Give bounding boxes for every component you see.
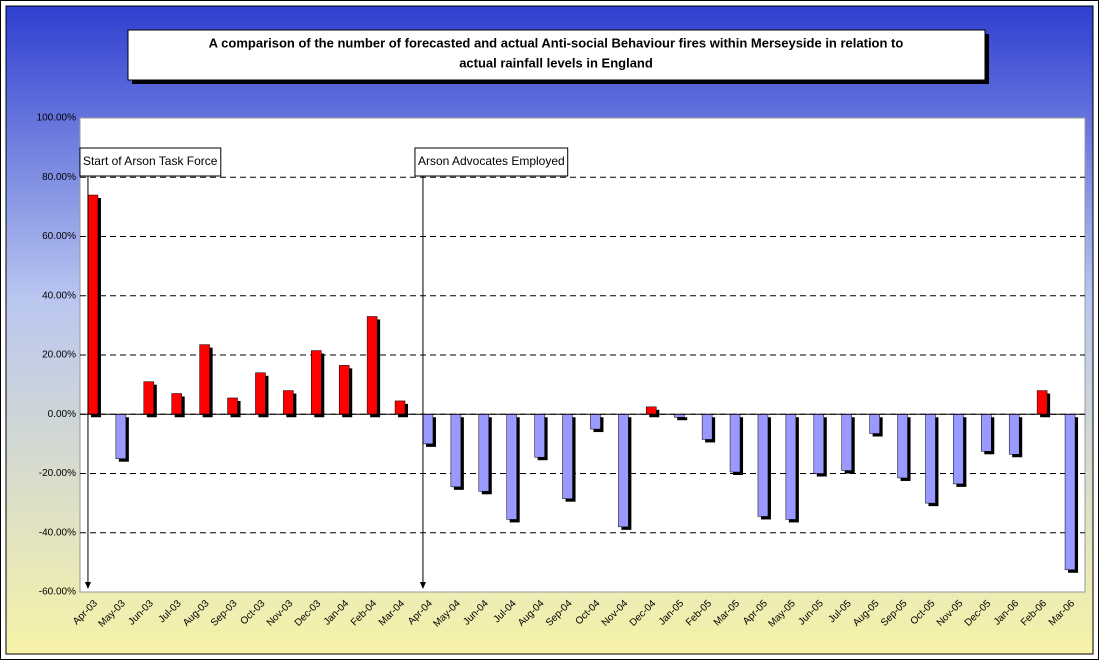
bar	[1036, 390, 1048, 415]
y-tick-label: 40.00%	[42, 290, 76, 301]
y-tick-label: -40.00%	[39, 527, 76, 538]
bar	[366, 316, 378, 415]
bar	[897, 414, 908, 479]
bar	[981, 414, 992, 452]
bar	[227, 397, 238, 415]
annotation-box	[414, 147, 569, 177]
title-box	[127, 29, 986, 81]
y-tick-label: 100.00%	[37, 113, 77, 124]
bar	[701, 414, 713, 440]
y-tick-label: 60.00%	[42, 231, 76, 242]
bar	[646, 406, 657, 415]
y-tick-label: -60.00%	[39, 587, 76, 598]
y-tick-label: 20.00%	[42, 350, 76, 361]
bar	[87, 194, 99, 415]
bar	[1008, 414, 1020, 455]
annotation: Arson Advocates Employed	[418, 154, 565, 168]
bar	[115, 414, 127, 459]
bar	[311, 350, 322, 415]
bar	[143, 381, 155, 415]
bar	[422, 414, 434, 445]
annotation: Start of Arson Task Force	[83, 154, 218, 168]
annotation-box	[79, 147, 222, 177]
bar	[199, 344, 210, 415]
bar	[283, 390, 294, 415]
bar-shadow	[677, 417, 688, 421]
bar	[953, 414, 964, 485]
bar	[869, 414, 880, 434]
arrow-head	[84, 582, 91, 589]
bar	[618, 414, 629, 528]
y-tick-label: -20.00%	[39, 468, 76, 479]
bar	[841, 414, 852, 471]
y-tick-label: 80.00%	[42, 172, 76, 183]
bar	[813, 414, 825, 474]
chart-title: A comparison of the number of forecasted…	[209, 35, 904, 50]
bar	[255, 372, 266, 415]
bar	[478, 414, 490, 492]
y-tick-label: 0.00%	[48, 409, 76, 420]
bar	[562, 414, 573, 499]
bar	[1064, 414, 1076, 571]
bar	[590, 414, 601, 430]
arrow-head	[419, 582, 426, 589]
bar	[757, 414, 769, 517]
bar	[171, 393, 182, 415]
bar	[729, 414, 741, 473]
bar	[925, 414, 936, 504]
bar	[394, 400, 406, 415]
bar	[338, 365, 350, 415]
bar	[785, 414, 797, 520]
chart-title: actual rainfall levels in England	[459, 55, 653, 70]
bar	[450, 414, 462, 488]
bar	[534, 414, 545, 458]
bar	[506, 414, 517, 520]
